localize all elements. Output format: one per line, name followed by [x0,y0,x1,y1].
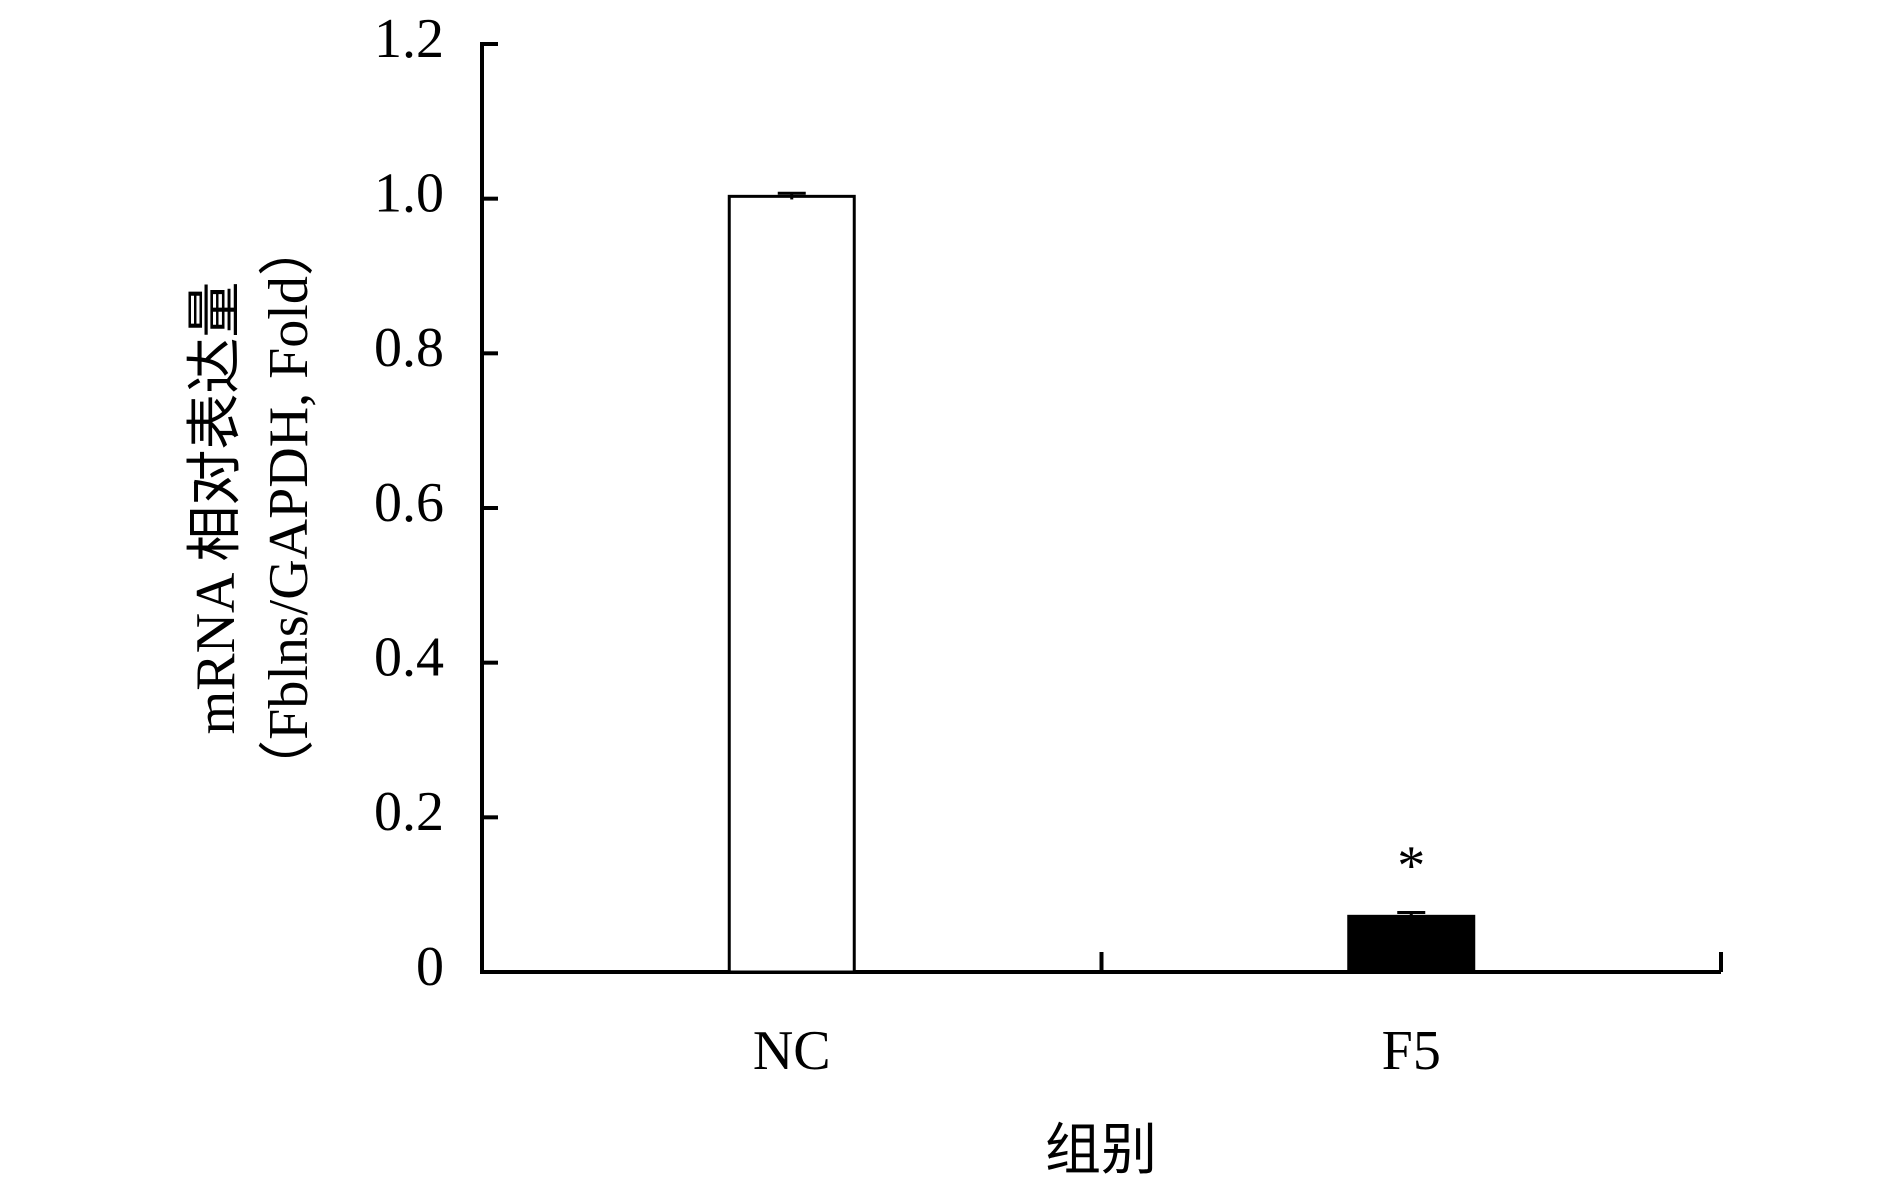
y-axis-title: mRNA 相对表达量 [185,282,247,735]
annotation: * [1397,835,1425,897]
y-tick-label: 1.0 [374,163,444,225]
y-tick-label: 0.2 [374,781,444,843]
y-tick-label: 0.6 [374,472,444,534]
y-axis-title: （Fblns/GAPDH, Fold） [258,220,320,796]
y-tick-label: 0.8 [374,317,444,379]
y-tick-label: 0.4 [374,627,444,689]
x-axis-title: 组别 [1045,1120,1157,1182]
y-tick-label: 1.2 [374,8,444,70]
x-tick-label: NC [753,1020,831,1082]
x-tick-label: F5 [1382,1020,1441,1082]
bar [727,194,856,974]
bar [1347,914,1476,974]
y-tick-label: 0 [416,936,444,998]
